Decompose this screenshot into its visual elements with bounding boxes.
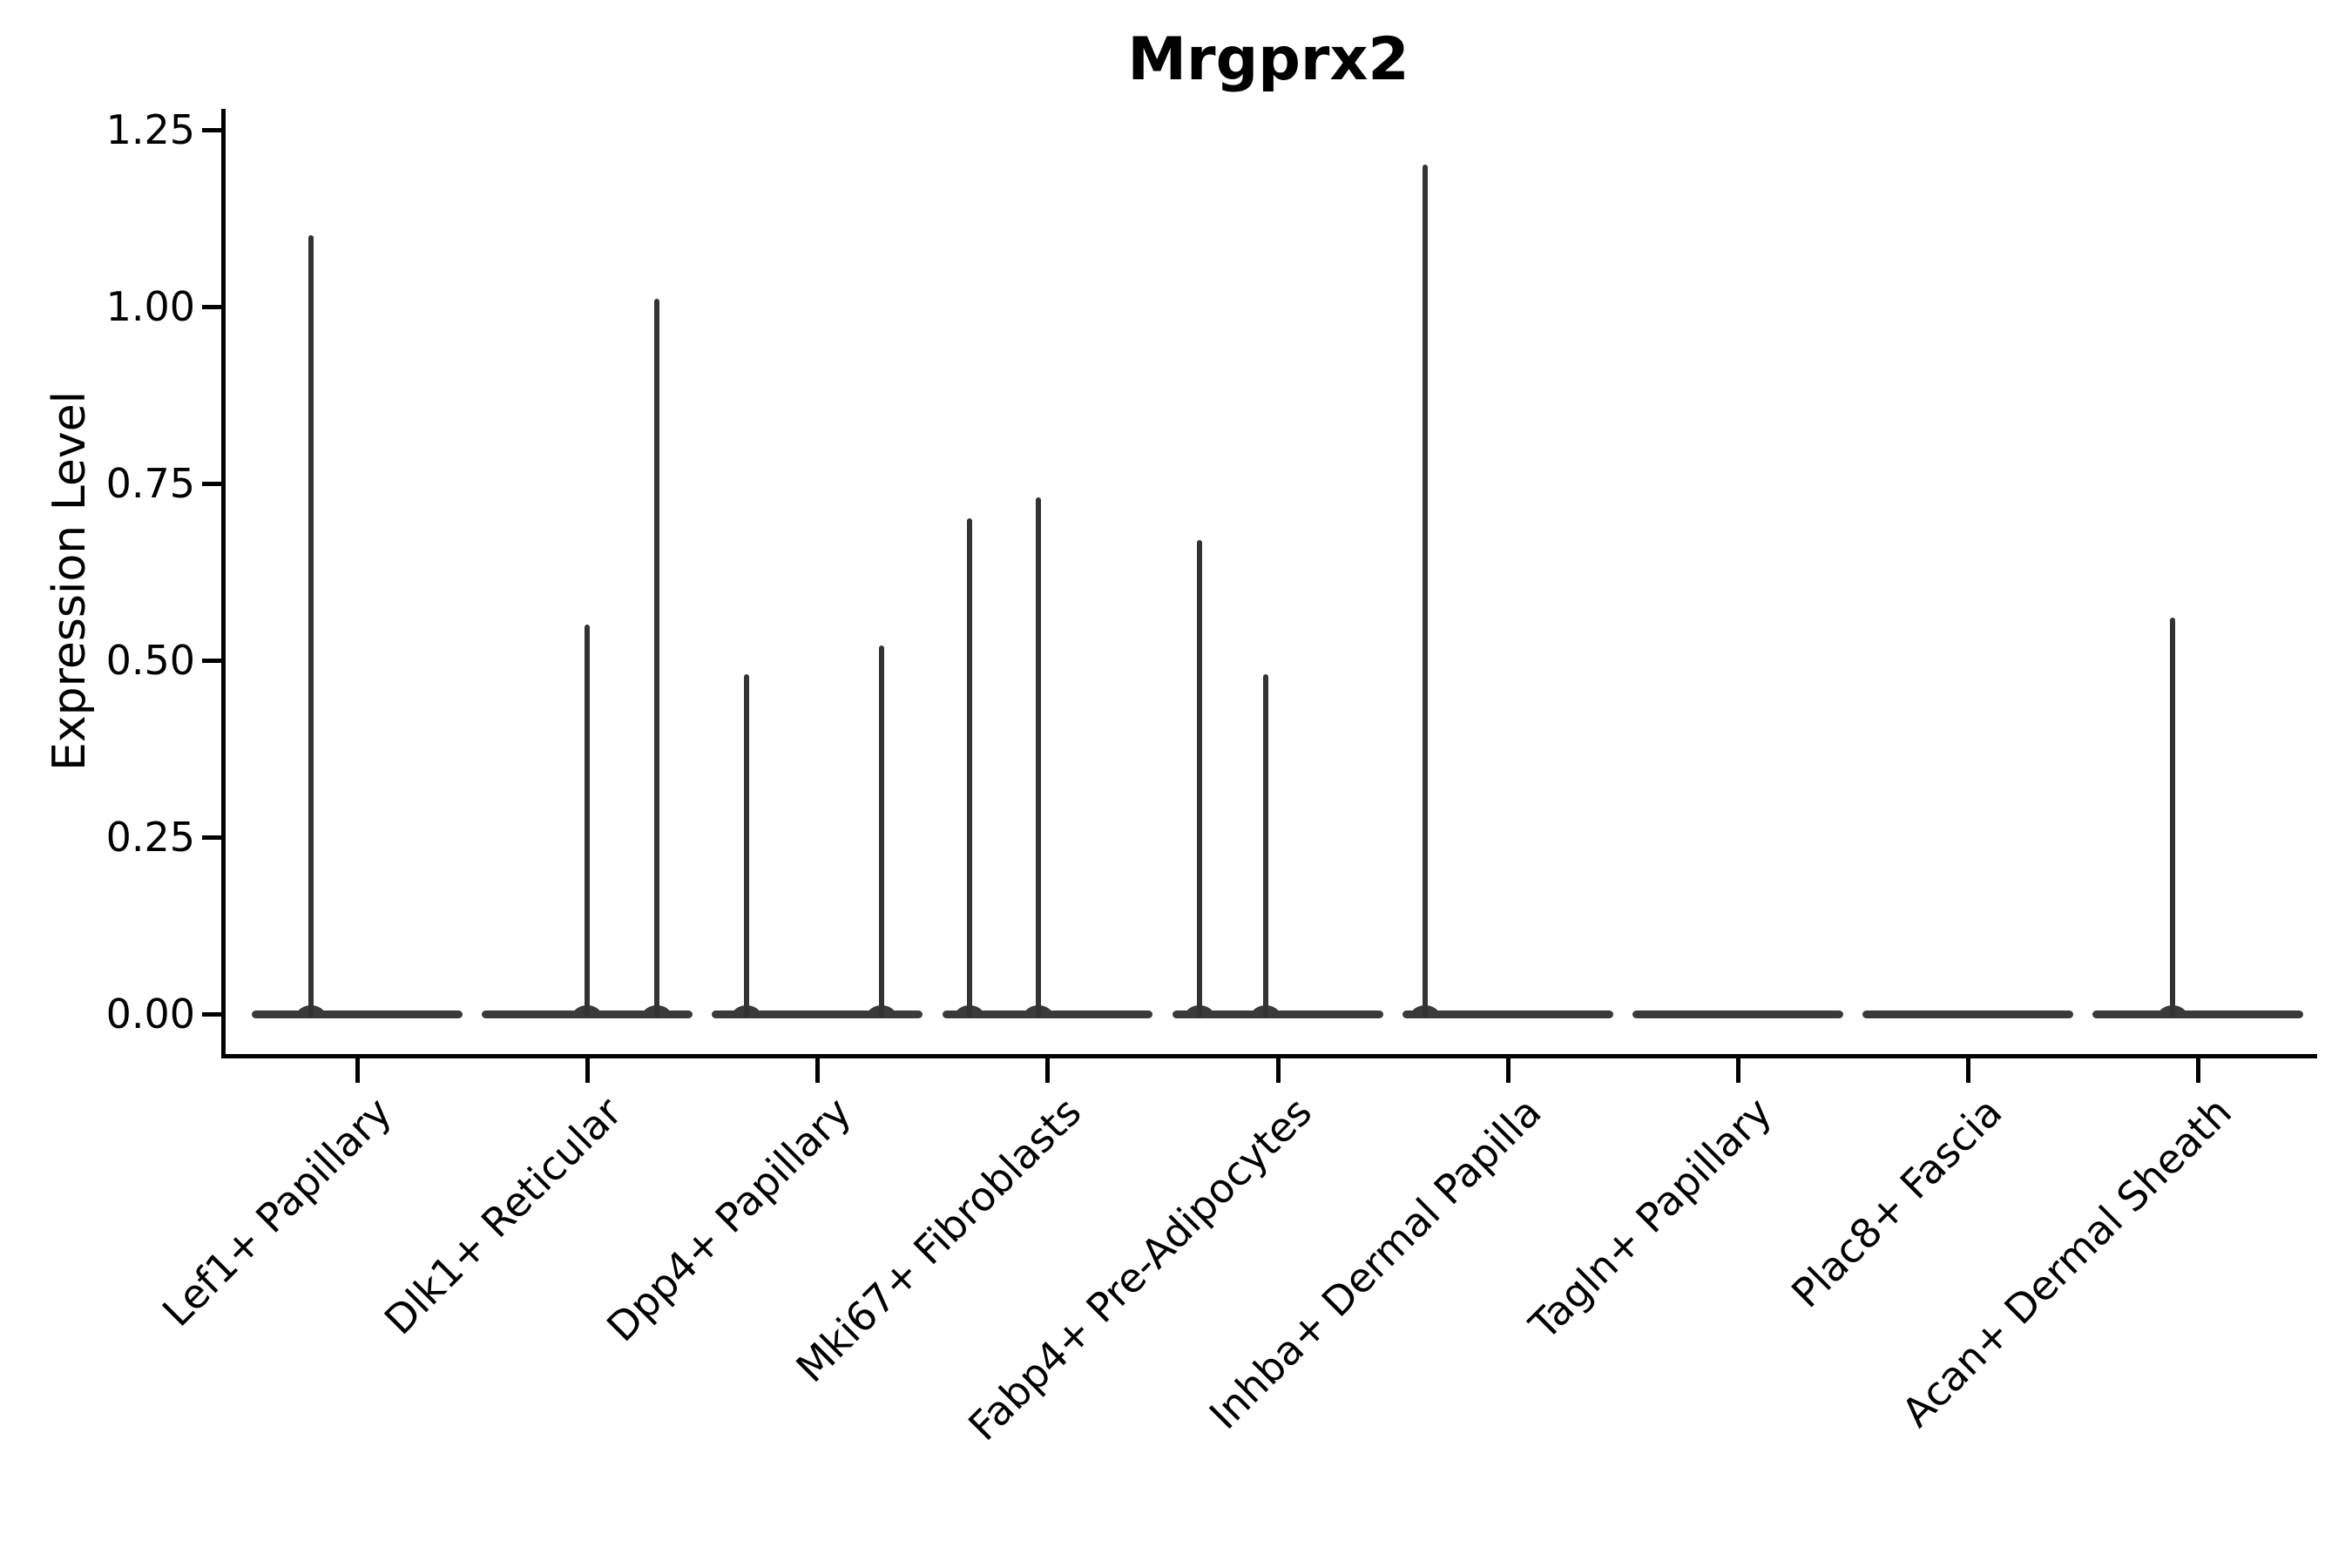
violin-spike [1263, 673, 1269, 1017]
x-tick-label: Lef1+ Papillary [152, 1088, 401, 1336]
x-tick [1045, 1058, 1051, 1083]
y-tick [202, 1011, 221, 1017]
x-tick [1965, 1058, 1970, 1083]
x-tick [815, 1058, 821, 1083]
y-tick [202, 127, 221, 132]
x-tick [355, 1058, 361, 1083]
violin-baseline [1402, 1010, 1613, 1018]
x-tick-label: Dlk1+ Reticular [375, 1088, 631, 1344]
violin-baseline [2092, 1010, 2303, 1018]
violin-spike [1422, 165, 1428, 1017]
x-axis-spine [221, 1054, 2317, 1058]
violin-baseline [1862, 1010, 2073, 1018]
y-tick-label: 0.50 [105, 636, 195, 684]
violin-baseline [712, 1010, 923, 1018]
violin-spike [879, 645, 885, 1017]
x-tick [1505, 1058, 1511, 1083]
y-tick [202, 304, 221, 309]
violin-spike [1196, 539, 1202, 1017]
y-tick-label: 0.25 [105, 813, 195, 861]
y-tick [202, 481, 221, 486]
y-tick [202, 835, 221, 840]
y-tick-label: 1.00 [105, 282, 195, 330]
violin-spike [1035, 497, 1041, 1017]
violin-spike [585, 625, 591, 1017]
x-tick-label: Dpp4+ Papillary [598, 1088, 861, 1351]
x-tick [1275, 1058, 1281, 1083]
x-tick-label: Plac8+ Fascia [1781, 1088, 2011, 1317]
violin-spike [966, 518, 972, 1017]
y-axis-spine [221, 109, 226, 1058]
y-tick-label: 1.25 [105, 105, 195, 153]
x-tick-label: Tagln+ Papillary [1520, 1088, 1781, 1349]
x-tick [1735, 1058, 1740, 1083]
violin-baseline [1632, 1010, 1843, 1018]
y-tick [202, 658, 221, 663]
violin-spike [2169, 617, 2175, 1017]
violin-spike [653, 299, 659, 1017]
x-tick [585, 1058, 591, 1083]
x-tick [2195, 1058, 2200, 1083]
y-tick-label: 0.00 [105, 990, 195, 1037]
violin-spike [743, 673, 749, 1017]
y-tick-label: 0.75 [105, 459, 195, 507]
y-axis-label: Expression Level [44, 390, 96, 772]
violin-baseline [252, 1010, 463, 1018]
chart-title: Mrgprx2 [1127, 25, 1409, 94]
violin-spike [308, 235, 314, 1017]
